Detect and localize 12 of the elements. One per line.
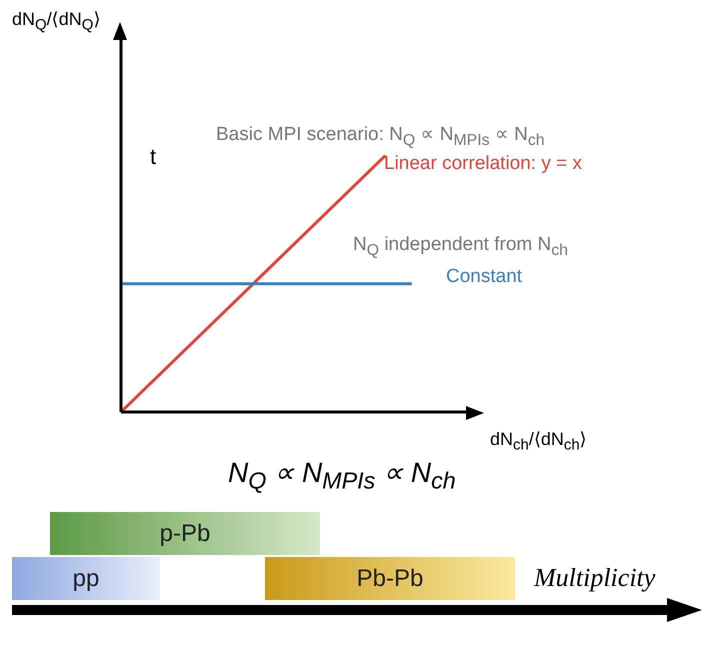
- annotation: t: [150, 144, 156, 169]
- series-label: Constant: [446, 266, 522, 287]
- x-axis-title: dN$_{ch}$/⟨dN$_{ch}$⟩: [490, 429, 587, 454]
- text: Multiplicity: [534, 563, 656, 592]
- text: N$_{Q}$ ∝ N$_{MPIs}$ ∝ N$_{ch}$: [228, 457, 456, 494]
- y-axis-title: dN$_{Q}$/⟨dN$_{Q}$⟩: [12, 9, 100, 34]
- category-label: Pb-Pb: [356, 565, 424, 592]
- category-label: p-Pb: [160, 520, 210, 547]
- annotation: N$_{Q}$ independent from N$_{ch}$: [353, 234, 568, 259]
- category-label: pp: [72, 565, 100, 592]
- text: Basic MPI scenario: N$_{Q}$ ∝ N$_{MPIs}$ ∝ N$_{ch}$: [216, 124, 545, 149]
- series-label: Linear correlation: y = x: [384, 153, 582, 174]
